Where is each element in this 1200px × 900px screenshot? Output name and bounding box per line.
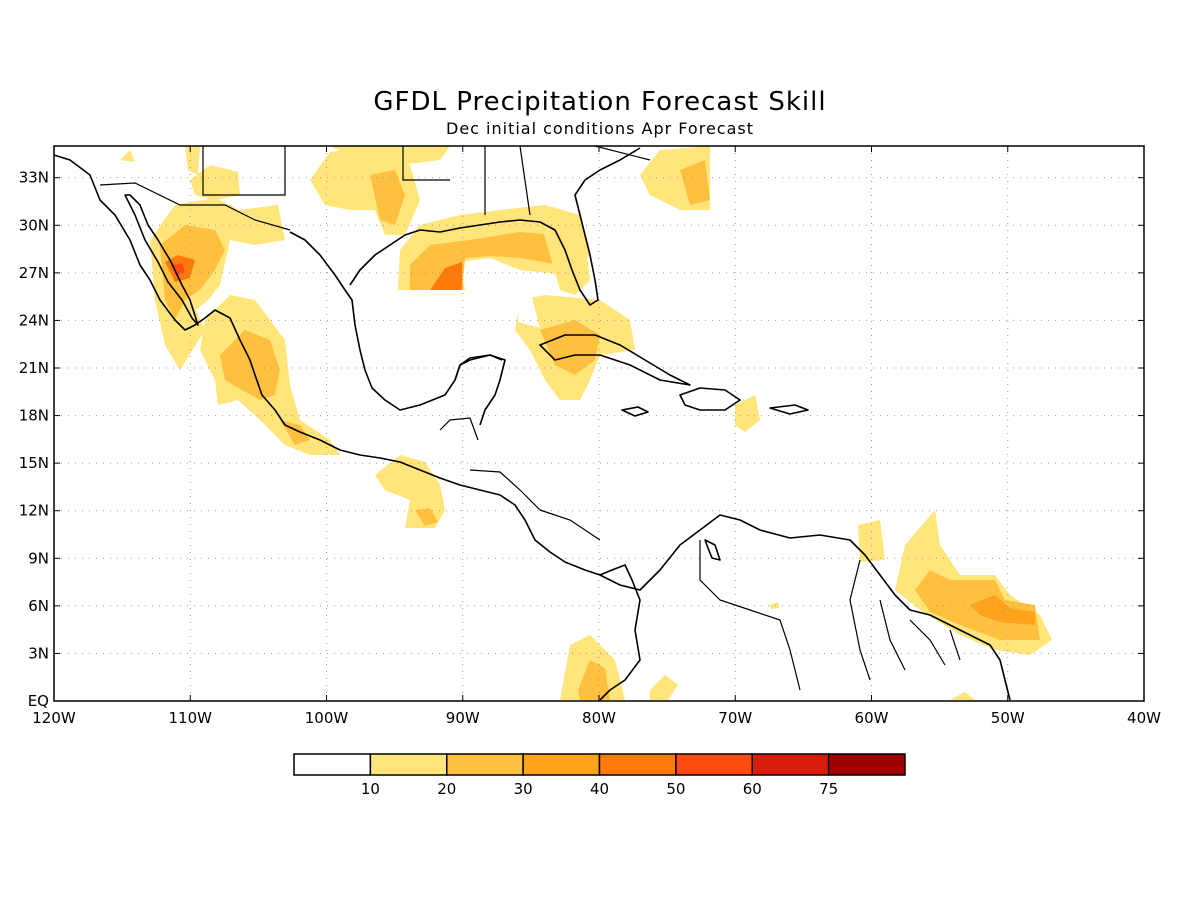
colorbar-swatch: [369, 753, 448, 776]
lat-tick-label: 12N: [19, 502, 49, 520]
skill-region-us-north: [330, 146, 450, 165]
skill-region-cuba-core: [540, 320, 600, 375]
colorbar-label: 10: [361, 780, 380, 798]
colorbar-label: 20: [437, 780, 456, 798]
map-title: GFDL Precipitation Forecast Skill: [373, 87, 826, 117]
political-borders: [99, 146, 961, 691]
skill-shading: [120, 146, 1052, 700]
lon-tick-label: 100W: [305, 709, 349, 727]
lon-tick-label: 120W: [32, 709, 76, 727]
skill-region-guatemala-core: [415, 508, 438, 526]
skill-region-us-plains-core: [370, 170, 405, 225]
colorbar-swatch: [751, 753, 830, 776]
skill-region-mexico-west-core: [220, 330, 280, 400]
lon-tick-label: 60W: [855, 709, 889, 727]
skill-region-us-nw-strip: [185, 146, 200, 175]
map-axis-ticks: 120W 110W 100W 90W 80W 70W 60W 50W 40W EQ 3N 6N 9N 12…: [19, 146, 1161, 727]
colorbar-label: 75: [819, 780, 838, 798]
lat-tick-label: 33N: [19, 169, 49, 187]
skill-region-trinidad: [858, 520, 885, 562]
lat-tick-label: EQ: [28, 692, 49, 710]
border-us-mexico: [99, 182, 291, 231]
missing-data-patch: [462, 258, 540, 328]
lat-tick-label: 21N: [19, 359, 49, 377]
skill-colorbar: 10 20 30 40 50 60 75: [293, 753, 906, 798]
coastline-maracaibo: [704, 539, 721, 561]
skill-region-colombia-core: [578, 660, 610, 700]
border-central-america: [439, 417, 601, 541]
colorbar-swatch: [675, 753, 753, 776]
lon-tick-label: 110W: [169, 709, 213, 727]
skill-region-orinoco-dot: [770, 602, 779, 609]
coastline-cuba: [539, 334, 691, 386]
coastline-mexico-pacific: [54, 154, 641, 701]
lon-tick-label: 80W: [582, 709, 616, 727]
coastline-south-america: [599, 514, 1011, 701]
map-plot-area: [54, 146, 1144, 701]
colorbar-swatch: [522, 753, 601, 776]
lat-tick-label: 18N: [19, 407, 49, 425]
colorbar-swatch: [446, 753, 524, 776]
coastline-yucatan: [454, 354, 503, 381]
lat-tick-label: 15N: [19, 454, 49, 472]
coastline-us-gulf: [349, 147, 641, 306]
border-south-america: [699, 540, 961, 691]
lat-tick-label: 6N: [28, 597, 49, 615]
coastline-hispaniola: [679, 387, 741, 411]
coastline-jamaica: [621, 406, 649, 417]
lat-tick-label: 24N: [19, 311, 49, 329]
colorbar-swatch: [827, 753, 906, 776]
colorbar-label: 50: [666, 780, 685, 798]
skill-region-ecuador-east: [650, 675, 678, 700]
coastline-gulf-of-mexico: [289, 231, 506, 426]
lat-tick-label: 9N: [28, 549, 49, 567]
colorbar-label: 40: [590, 780, 609, 798]
colorbar-label: 30: [514, 780, 533, 798]
map-subtitle: Dec initial conditions Apr Forecast: [446, 119, 754, 138]
lon-tick-label: 70W: [718, 709, 752, 727]
coastlines: [54, 147, 1011, 701]
lon-tick-label: 90W: [446, 709, 480, 727]
coastline-baja: [124, 194, 199, 326]
skill-region-hispaniola: [735, 395, 760, 432]
skill-region-baja-core: [160, 225, 225, 320]
skill-region-us-nw-dot: [120, 150, 135, 162]
lat-tick-label: 3N: [28, 644, 49, 662]
colorbar-swatch: [598, 753, 677, 776]
skill-region-brazil-coast: [950, 692, 975, 700]
border-us-states: [202, 146, 651, 216]
skill-region-gulf-peak: [430, 262, 462, 290]
coastline-puerto-rico: [769, 404, 809, 415]
colorbar-label: 60: [743, 780, 762, 798]
graticule: [54, 146, 1144, 701]
colorbar-swatch: [293, 753, 372, 776]
lat-tick-label: 30N: [19, 216, 49, 234]
skill-region-florida: [540, 215, 590, 295]
lon-tick-label: 40W: [1127, 709, 1161, 727]
skill-region-guianas-peak: [970, 595, 1035, 625]
skill-region-atlantic-east-core: [680, 160, 710, 205]
lon-tick-label: 50W: [991, 709, 1025, 727]
lat-tick-label: 27N: [19, 264, 49, 282]
